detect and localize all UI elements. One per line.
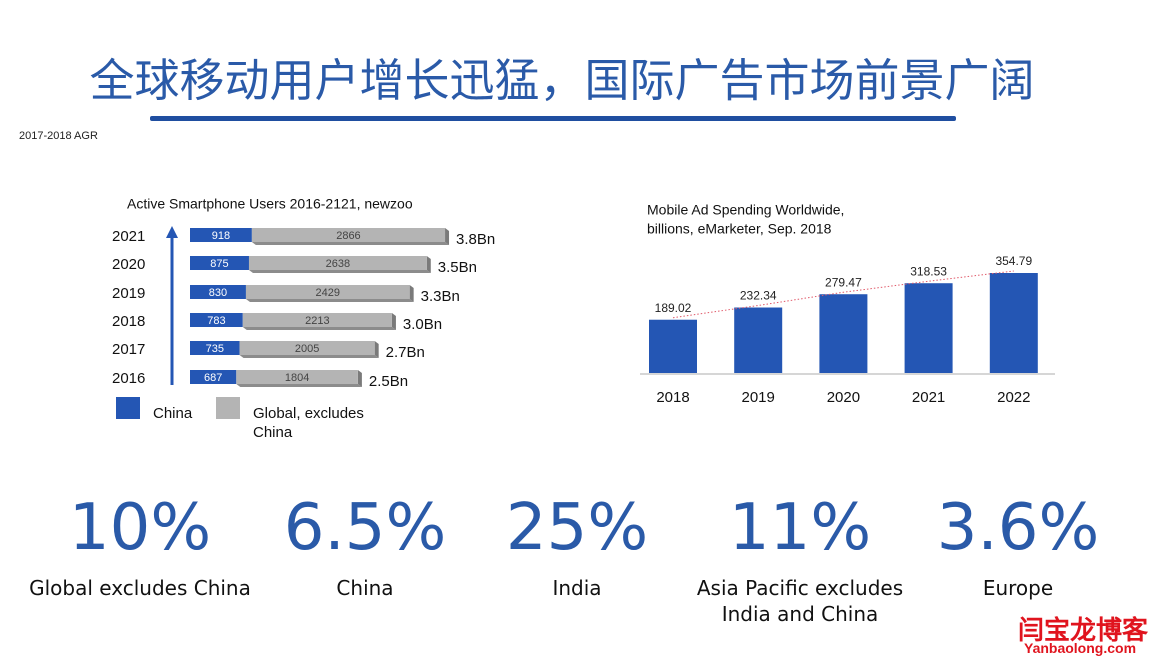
bar-total-label: 3.5Bn: [438, 259, 477, 276]
slide-title: 全球移动用户增长迅猛，国际广告市场前景广阔: [89, 55, 1034, 106]
bar-total-label: 3.3Bn: [421, 288, 460, 305]
bar-segment: [190, 370, 237, 384]
stat-label: Global excludes China: [29, 576, 251, 600]
bar-value-label: 354.79: [995, 254, 1032, 268]
bar-depth: [251, 242, 450, 245]
bar-segment: [239, 341, 375, 355]
bar-depth: [245, 299, 414, 302]
stat-label: Europe: [982, 576, 1054, 600]
stat-value: 25%: [505, 491, 649, 565]
legend-label: Global, excludes China: [253, 405, 364, 441]
x-tick-label: 2022: [997, 389, 1030, 406]
bar-segment: [190, 341, 240, 355]
bar-segment: [248, 256, 427, 270]
legend-label: China: [153, 405, 193, 422]
bar-value-label: 2005: [295, 343, 319, 355]
bar-depth-side: [357, 370, 362, 387]
x-tick-label: 2021: [912, 389, 945, 406]
bar-segment: [236, 370, 358, 384]
bar-value-label: 189.02: [655, 301, 692, 315]
chart-title: Mobile Ad Spending Worldwide,: [647, 202, 844, 218]
bar-total-label: 3.8Bn: [456, 231, 495, 248]
x-tick-label: 2020: [827, 389, 860, 406]
subtitle: 2017-2018 AGR: [19, 130, 98, 142]
bar-value-label: 279.47: [825, 275, 862, 289]
bar: [734, 307, 783, 373]
bar: [989, 273, 1038, 373]
x-tick-label: 2018: [656, 389, 689, 406]
y-tick-label: 2018: [112, 313, 145, 330]
bar-depth: [248, 270, 431, 273]
bar: [904, 283, 953, 373]
bar-segment: [190, 228, 252, 242]
stat-label: Asia Pacific excludes India and China: [696, 576, 904, 626]
bar-value-label: 875: [210, 258, 228, 270]
bar-segment: [190, 256, 249, 270]
bar-total-label: 2.7Bn: [386, 344, 425, 361]
stat-value: 6.5%: [283, 491, 447, 565]
watermark-name: 闫宝龙博客: [1018, 616, 1149, 646]
bar-value-label: 2429: [316, 287, 340, 299]
growth-arrowhead: [166, 226, 178, 238]
bar-value-label: 318.53: [910, 264, 947, 278]
y-tick-label: 2019: [112, 285, 145, 302]
bar-total-label: 3.0Bn: [403, 316, 442, 333]
bar: [819, 294, 868, 373]
bar-total-label: 2.5Bn: [369, 373, 408, 390]
chart-title: billions, eMarketer, Sep. 2018: [647, 221, 832, 237]
y-tick-label: 2021: [112, 228, 145, 245]
stat-label: China: [336, 576, 394, 600]
bar-depth-side: [445, 228, 450, 245]
bar-depth-side: [391, 313, 396, 330]
bar-segment: [242, 313, 392, 327]
bar-value-label: 830: [209, 287, 227, 299]
stat-value: 10%: [68, 491, 212, 565]
bar: [649, 319, 697, 373]
stat-value: 3.6%: [936, 491, 1100, 565]
chart-title: Active Smartphone Users 2016-2121, newzo…: [127, 196, 413, 212]
bar-value-label: 2638: [326, 258, 350, 270]
x-tick-label: 2019: [742, 389, 775, 406]
title-underline: [150, 116, 956, 121]
bar-segment: [190, 285, 246, 299]
bar-value-label: 2213: [305, 315, 329, 327]
bar-segment: [190, 313, 243, 327]
y-tick-label: 2017: [112, 341, 145, 358]
bar-depth-side: [409, 285, 414, 302]
bar-segment: [245, 285, 410, 299]
watermark-url: Yanbaolong.com: [1024, 640, 1137, 656]
bar-depth-side: [426, 256, 431, 273]
bar-value-label: 1804: [285, 372, 309, 384]
trend-line: [672, 270, 1014, 319]
bar-value-label: 2866: [336, 230, 360, 242]
y-tick-label: 2020: [112, 256, 145, 273]
stat-label: India: [552, 576, 602, 600]
bar-depth: [236, 384, 362, 387]
y-tick-label: 2016: [112, 370, 145, 387]
bar-segment: [251, 228, 446, 242]
bar-value-label: 735: [206, 343, 224, 355]
stat-value: 11%: [728, 491, 872, 565]
bar-value-label: 783: [207, 315, 225, 327]
bar-depth: [242, 327, 396, 330]
bar-value-label: 918: [212, 230, 230, 242]
legend-swatch: [216, 397, 240, 419]
bar-value-label: 232.34: [740, 289, 777, 303]
legend-swatch: [116, 397, 140, 419]
bar-value-label: 687: [204, 372, 222, 384]
bar-depth: [239, 355, 379, 358]
bar-depth-side: [374, 341, 379, 358]
